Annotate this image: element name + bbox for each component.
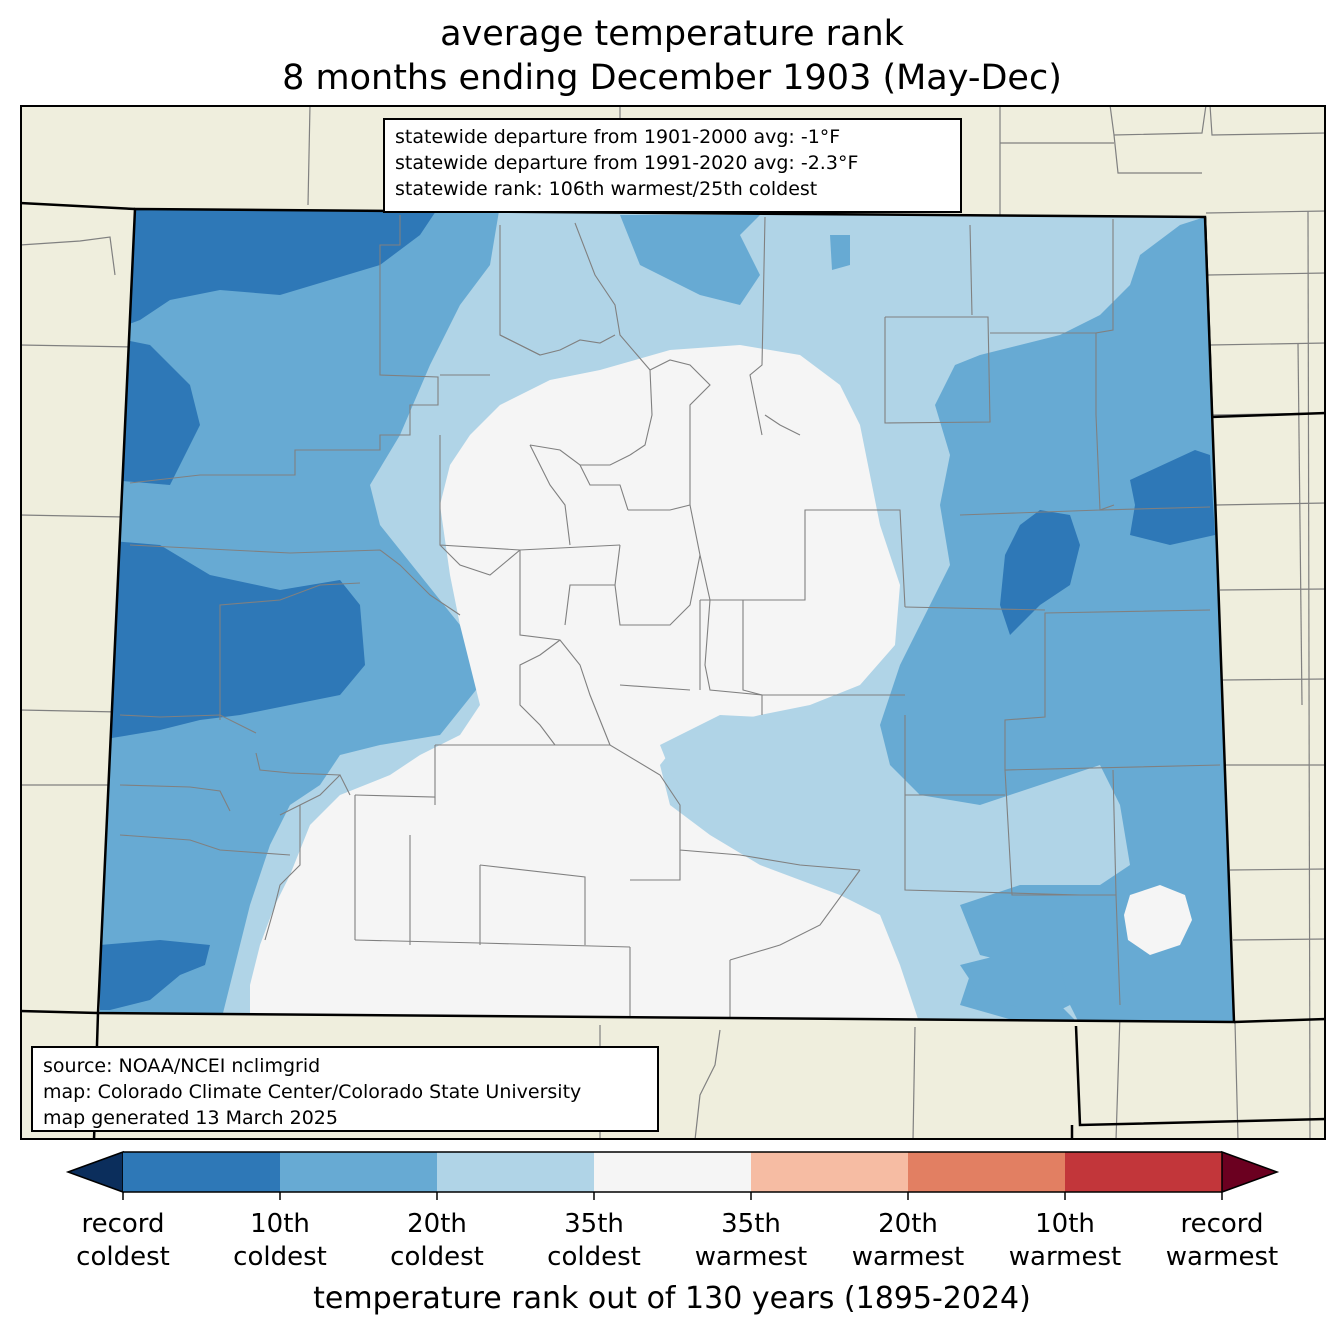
colorbar-title: temperature rank out of 130 years (1895-… <box>313 1281 1031 1316</box>
rank-10th-20th-coldest-east <box>880 217 1234 1022</box>
stats-line-1: statewide departure from 1901-2000 avg: … <box>395 126 841 148</box>
near-normal-central-area <box>250 345 920 1022</box>
colorado-county-lines <box>119 215 1221 1022</box>
temperature-rank-shading <box>98 209 1234 1022</box>
source-info-box: source: NOAA/NCEI nclimgrid map: Colorad… <box>31 1046 659 1132</box>
colorbar-tick-label: 20th coldest <box>390 1209 484 1272</box>
statewide-stats-box: statewide departure from 1901-2000 avg: … <box>383 118 962 213</box>
colorbar-tick-label: 10th coldest <box>233 1209 327 1272</box>
neighbor-county-lines <box>20 105 1326 1140</box>
map-frame <box>20 105 1326 1140</box>
map-title-line-1: average temperature rank <box>440 14 904 54</box>
colorbar-tick-label: 35th coldest <box>547 1209 641 1272</box>
rank-10th-20th-coldest-north <box>490 215 760 305</box>
rank-record-10th-coldest-west <box>100 335 365 740</box>
colorbar-extend-low <box>65 1150 124 1194</box>
colorado-state-boundary <box>96 207 1236 1024</box>
temperature-rank-colorbar <box>65 1150 1280 1200</box>
colorbar-segment-5 <box>751 1152 908 1192</box>
colorbar-tick-label: record coldest <box>76 1209 170 1272</box>
rank-20th-35th-coldest-south-island <box>660 715 765 805</box>
map-title-line-2: 8 months ending December 1903 (May-Dec) <box>282 58 1062 98</box>
colorbar-tick-label: 35th warmest <box>694 1209 808 1272</box>
rank-record-10th-coldest-northwest <box>100 209 440 335</box>
rank-10th-20th-coldest-southeast-spot <box>960 950 1070 1015</box>
near-normal-southeast-spot <box>1124 885 1192 955</box>
source-line-2: map: Colorado Climate Center/Colorado St… <box>43 1081 582 1103</box>
colorbar-segment-2 <box>280 1152 437 1192</box>
rank-10th-20th-coldest-northeast-spot <box>830 235 850 270</box>
source-line-1: source: NOAA/NCEI nclimgrid <box>43 1055 321 1077</box>
rank-record-10th-coldest-southwest <box>100 940 210 1010</box>
colorbar-segment-7 <box>1065 1152 1222 1192</box>
colorbar-tick-label: record warmest <box>1165 1209 1279 1272</box>
colorbar-segment-4 <box>594 1152 751 1192</box>
colorbar-segment-3 <box>437 1152 594 1192</box>
colorado-temperature-rank-map <box>20 105 1326 1140</box>
colorbar-segment-1 <box>123 1152 280 1192</box>
colorbar-extend-high <box>1221 1150 1280 1194</box>
colorbar-ticks <box>122 1192 1223 1200</box>
rank-record-10th-coldest-east <box>1000 450 1215 635</box>
stats-line-3: statewide rank: 106th warmest/25th colde… <box>395 178 818 200</box>
source-line-3: map generated 13 March 2025 <box>43 1107 338 1129</box>
colorbar-segment-6 <box>908 1152 1065 1192</box>
colorbar-tick-label: 10th warmest <box>1008 1209 1122 1272</box>
colorbar-tick-label: 20th warmest <box>851 1209 965 1272</box>
stats-line-2: statewide departure from 1991-2020 avg: … <box>395 152 859 174</box>
